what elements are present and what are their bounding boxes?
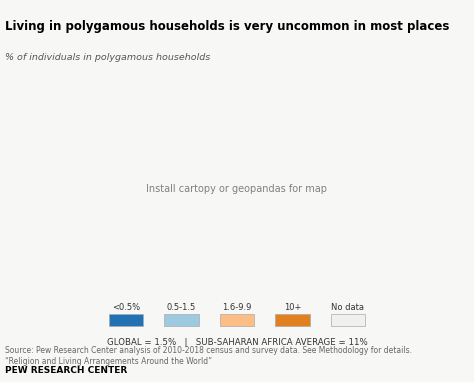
Text: Source: Pew Research Center analysis of 2010-2018 census and survey data. See Me: Source: Pew Research Center analysis of … [5,346,412,355]
Text: 10+: 10+ [284,303,301,312]
Text: Living in polygamous households is very uncommon in most places: Living in polygamous households is very … [5,20,449,33]
Text: PEW RESEARCH CENTER: PEW RESEARCH CENTER [5,366,127,375]
Bar [331,314,365,325]
Bar [275,314,310,325]
Text: No data: No data [331,303,365,312]
Text: 1.6-9.9: 1.6-9.9 [222,303,252,312]
Text: <0.5%: <0.5% [112,303,140,312]
Bar [220,314,254,325]
Bar [164,314,199,325]
Text: GLOBAL = 1.5%   |   SUB-SAHARAN AFRICA AVERAGE = 11%: GLOBAL = 1.5% | SUB-SAHARAN AFRICA AVERA… [107,338,367,347]
Text: 0.5-1.5: 0.5-1.5 [167,303,196,312]
Text: “Religion and Living Arrangements Around the World”: “Religion and Living Arrangements Around… [5,357,212,366]
Bar [109,314,143,325]
Text: % of individuals in polygamous households: % of individuals in polygamous household… [5,53,210,62]
Text: Install cartopy or geopandas for map: Install cartopy or geopandas for map [146,184,328,194]
